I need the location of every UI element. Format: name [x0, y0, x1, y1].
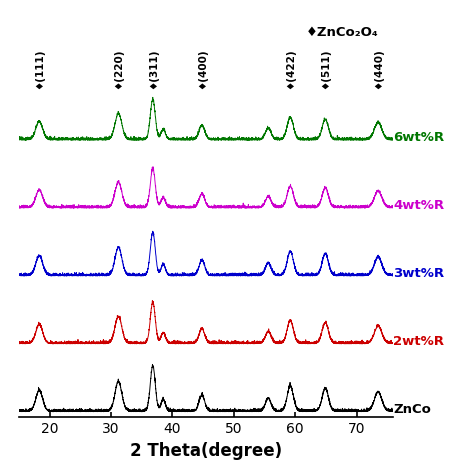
Text: ♦(400): ♦(400)	[197, 48, 207, 89]
Text: ♦(422): ♦(422)	[285, 48, 295, 89]
Text: ♦(220): ♦(220)	[113, 48, 123, 89]
Text: 3wt%R: 3wt%R	[393, 267, 445, 280]
Text: ♦(511): ♦(511)	[320, 48, 330, 89]
Text: 4wt%R: 4wt%R	[393, 199, 445, 212]
X-axis label: 2 Theta(degree): 2 Theta(degree)	[130, 442, 282, 459]
Text: ♦(311): ♦(311)	[148, 48, 158, 89]
Text: ZnCo: ZnCo	[393, 403, 431, 416]
Text: ♦(111): ♦(111)	[34, 48, 44, 89]
Text: 6wt%R: 6wt%R	[393, 131, 445, 144]
Text: 2wt%R: 2wt%R	[393, 335, 445, 348]
Text: ♦ZnCo₂O₄: ♦ZnCo₂O₄	[305, 26, 378, 38]
Text: ♦(440): ♦(440)	[373, 48, 383, 89]
